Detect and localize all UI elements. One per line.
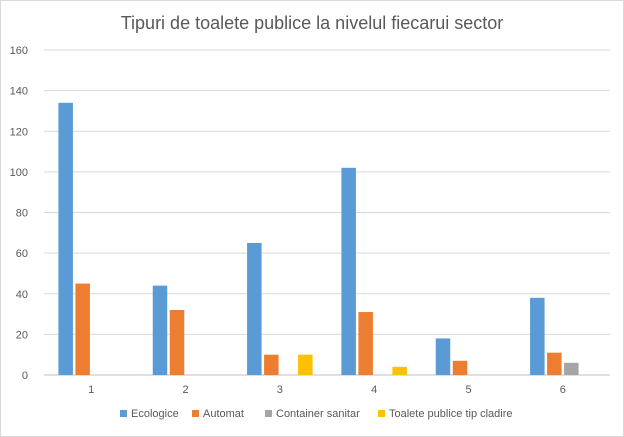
bar-container-sanitar-cat-6 [564,362,579,375]
bar-automat-cat-6 [547,352,562,375]
bar-ecologice-cat-5 [435,338,451,375]
bar-automat-cat-4 [358,312,373,375]
y-tick-label: 140 [10,86,28,98]
bar-toalete-publice-tip-cladire-cat-4 [392,366,407,375]
x-tick-label: 6 [560,384,566,396]
x-tick-label: 1 [88,384,94,396]
y-tick-label: 0 [22,370,28,382]
legend-swatch [120,410,127,417]
bar-automat-cat-2 [169,310,185,375]
legend-label: Toalete publice tip cladire [389,408,513,420]
gridlines [44,49,610,376]
bar-ecologice-cat-4 [341,167,356,375]
bar-automat-cat-5 [452,360,468,375]
x-tick-label: 5 [465,384,471,396]
bar-ecologice-cat-1 [58,102,73,375]
bar-ecologice-cat-6 [530,297,545,375]
legend: Ecologice Automat Container sanitar Toalete… [120,408,513,420]
y-tick-label: 120 [10,126,28,138]
y-tick-label: 100 [10,167,28,179]
legend-label: Automat [203,408,244,420]
x-axis-ticks: 1 2 3 4 5 6 [88,384,566,396]
legend-swatch [378,410,385,417]
y-tick-label: 160 [10,45,28,57]
x-tick-label: 2 [182,384,188,396]
bars [58,102,579,375]
y-tick-label: 60 [16,248,28,260]
y-axis-ticks: 0 20 40 60 80 100 120 140 160 [10,45,28,382]
x-tick-label: 4 [371,384,377,396]
bar-automat-cat-3 [264,354,279,375]
legend-swatch [265,410,272,417]
bar-toalete-publice-tip-cladire-cat-3 [298,354,313,375]
chart-title: Tipuri de toalete publice la nivelul fie… [121,13,504,33]
bar-ecologice-cat-3 [247,242,262,375]
y-tick-label: 20 [16,329,28,341]
legend-swatch [192,410,199,417]
bar-ecologice-cat-2 [152,285,168,375]
y-tick-label: 80 [16,208,28,220]
bar-automat-cat-1 [75,283,90,375]
x-tick-label: 3 [277,384,283,396]
y-tick-label: 40 [16,289,28,301]
legend-label: Ecologice [131,408,179,420]
legend-label: Container sanitar [276,408,360,420]
